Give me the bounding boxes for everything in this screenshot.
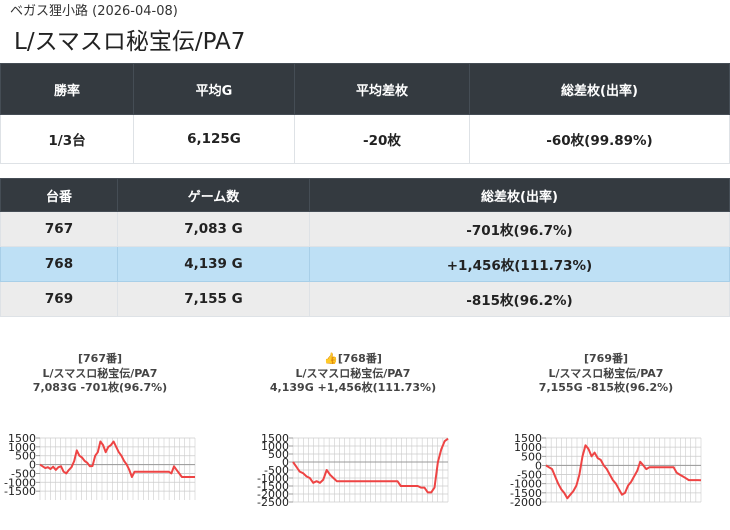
chart-y-tick-label: -1000 [257,472,289,485]
summary-header-avg-diff[interactable]: 平均差枚 [294,63,470,115]
chart-y-tick-label: -500 [264,464,289,477]
chart-series-line [39,440,195,478]
chart-y-tick-label: -2500 [257,496,289,509]
chart-y-tick-label: 1500 [8,432,36,445]
machines-header-diff[interactable]: 総差枚(出率) [309,178,730,212]
machines-header-number[interactable]: 台番 [0,178,118,212]
chart-y-tick-label: 500 [521,450,542,463]
chart-card-769[interactable]: [769番] L/スマスロ秘宝伝/PA7 7,155G -815枚(96.2%)… [506,330,706,530]
chart-caption: 👍[768番] L/スマスロ秘宝伝/PA7 4,139G +1,456枚(111… [253,330,453,396]
chart-caption: [769番] L/スマスロ秘宝伝/PA7 7,155G -815枚(96.2%) [506,330,706,396]
summary-header-avg-games[interactable]: 平均G [133,63,295,115]
chart-machine-label: 👍[768番] [324,352,382,365]
chart-y-tick-label: -2000 [510,496,542,509]
chart-y-tick-label: 1000 [514,441,542,454]
summary-avg-diff: -20枚 [294,114,470,164]
summary-header-win-rate[interactable]: 勝率 [0,63,134,115]
chart-y-tick-label: 0 [282,456,289,469]
chart-result-label: 7,155G -815枚(96.2%) [538,381,674,394]
chart-y-tick-label: 1500 [261,432,289,445]
chart-y-tick-label: 500 [268,448,289,461]
chart-model-label: L/スマスロ秘宝伝/PA7 [548,366,664,380]
chart-y-tick-label: -500 [11,467,36,480]
chart-series-line [292,437,449,494]
chart-y-tick-label: 1000 [261,440,289,453]
chart-y-tick-label: -1500 [4,485,36,498]
chart-y-tick-label: 0 [29,459,36,472]
machine-games: 7,155 G [117,281,310,317]
chart-y-tick-label: -500 [517,469,542,482]
chart-y-tick-label: 0 [535,459,542,472]
store-date-subtitle: ベガス狸小路 (2026-04-08) [10,4,178,19]
summary-header-total-diff[interactable]: 総差枚(出率) [469,63,730,115]
chart-machine-label: [767番] [77,352,123,365]
summary-total-diff: -60枚(99.89%) [469,114,730,164]
chart-series-line [545,444,702,500]
chart-card-767[interactable]: [767番] L/スマスロ秘宝伝/PA7 7,083G -701枚(96.7%)… [0,330,200,530]
machine-diff: -701枚(96.7%) [309,211,730,247]
summary-win-rate: 1/3台 [0,114,134,164]
table-row[interactable]: 767 7,083 G -701枚(96.7%) [0,211,730,247]
chart-y-tick-label: -1000 [510,478,542,491]
chart-y-tick-label: -1500 [510,487,542,500]
machines-header-games[interactable]: ゲーム数 [117,178,310,212]
page-title: L/スマスロ秘宝伝/PA7 [14,29,246,55]
machine-diff: +1,456枚(111.73%) [309,246,730,282]
chart-y-tick-label: 500 [15,450,36,463]
table-row[interactable]: 768 4,139 G +1,456枚(111.73%) [0,246,730,282]
chart-machine-label: [769番] [583,352,629,365]
chart-model-label: L/スマスロ秘宝伝/PA7 [42,366,158,380]
machine-number[interactable]: 768 [0,246,118,282]
chart-y-tick-label: 1000 [8,441,36,454]
machine-number[interactable]: 767 [0,211,118,247]
chart-model-label: L/スマスロ秘宝伝/PA7 [295,366,411,380]
machine-games: 4,139 G [117,246,310,282]
machine-diff: -815枚(96.2%) [309,281,730,317]
chart-y-tick-label: -1500 [257,480,289,493]
thumbs-up-icon: 👍 [324,352,338,365]
chart-y-tick-label: 1500 [514,432,542,445]
machine-number[interactable]: 769 [0,281,118,317]
machines-table: 台番 ゲーム数 総差枚(出率) 767 7,083 G -701枚(96.7%)… [0,178,730,317]
summary-avg-games: 6,125G [133,114,295,164]
table-row[interactable]: 769 7,155 G -815枚(96.2%) [0,281,730,317]
chart-result-label: 7,083G -701枚(96.7%) [32,381,168,394]
chart-y-tick-label: -2000 [257,488,289,501]
chart-caption: [767番] L/スマスロ秘宝伝/PA7 7,083G -701枚(96.7%) [0,330,200,396]
machine-games: 7,083 G [117,211,310,247]
summary-table: 勝率 平均G 平均差枚 総差枚(出率) 1/3台 6,125G -20枚 -60… [0,63,730,164]
chart-card-768[interactable]: 👍[768番] L/スマスロ秘宝伝/PA7 4,139G +1,456枚(111… [253,330,453,530]
chart-y-tick-label: -1000 [4,476,36,489]
chart-result-label: 4,139G +1,456枚(111.73%) [269,381,437,394]
